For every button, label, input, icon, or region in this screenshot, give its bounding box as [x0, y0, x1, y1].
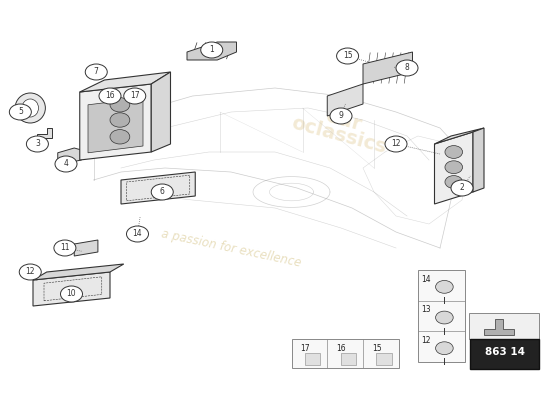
Polygon shape [187, 42, 236, 60]
Circle shape [151, 184, 173, 200]
Text: 16: 16 [105, 92, 115, 100]
Text: 16: 16 [336, 344, 346, 353]
Text: 12: 12 [391, 140, 401, 148]
Ellipse shape [22, 99, 38, 117]
Polygon shape [88, 98, 143, 153]
Circle shape [99, 88, 121, 104]
Circle shape [55, 156, 77, 172]
Polygon shape [80, 72, 170, 92]
Circle shape [436, 342, 453, 354]
Circle shape [330, 108, 352, 124]
Text: 15: 15 [372, 344, 382, 353]
Text: 17: 17 [300, 344, 310, 353]
Circle shape [54, 240, 76, 256]
Polygon shape [33, 272, 110, 306]
Circle shape [445, 176, 463, 188]
Text: 1: 1 [210, 46, 214, 54]
Circle shape [385, 136, 407, 152]
Polygon shape [33, 264, 124, 280]
Polygon shape [37, 128, 52, 138]
Text: 10: 10 [67, 290, 76, 298]
Bar [305, 353, 320, 365]
Circle shape [19, 264, 41, 280]
Bar [470, 339, 539, 369]
Text: 3: 3 [35, 140, 40, 148]
Circle shape [436, 280, 453, 293]
Text: 9: 9 [339, 112, 343, 120]
Text: a passion for excellence: a passion for excellence [160, 227, 302, 269]
Text: 6: 6 [160, 188, 164, 196]
Circle shape [110, 98, 130, 112]
Circle shape [9, 104, 31, 120]
Text: 14: 14 [133, 230, 142, 238]
Polygon shape [434, 132, 473, 204]
Polygon shape [151, 72, 170, 152]
Polygon shape [327, 84, 363, 116]
Circle shape [337, 48, 359, 64]
Bar [340, 353, 356, 365]
Text: 11: 11 [60, 244, 70, 252]
Text: 2: 2 [460, 184, 464, 192]
Polygon shape [434, 128, 484, 144]
Bar [292, 339, 399, 368]
Text: 15: 15 [343, 52, 353, 60]
Circle shape [445, 161, 463, 174]
Bar [418, 270, 465, 362]
Text: 12: 12 [421, 336, 431, 345]
Text: 5: 5 [18, 108, 23, 116]
Circle shape [436, 311, 453, 324]
Text: 7: 7 [94, 68, 98, 76]
Circle shape [110, 130, 130, 144]
Text: eur
oclassics: eur oclassics [289, 98, 393, 158]
Circle shape [110, 113, 130, 127]
Polygon shape [473, 128, 484, 192]
Polygon shape [121, 172, 195, 204]
Circle shape [201, 42, 223, 58]
Ellipse shape [15, 93, 45, 123]
Circle shape [396, 60, 418, 76]
Polygon shape [74, 240, 98, 256]
Text: 12: 12 [25, 268, 35, 276]
Polygon shape [363, 52, 412, 84]
Text: 863 14: 863 14 [485, 347, 525, 357]
Circle shape [445, 146, 463, 158]
Text: 13: 13 [421, 305, 431, 314]
Polygon shape [58, 148, 81, 165]
Circle shape [26, 136, 48, 152]
Circle shape [85, 64, 107, 80]
Text: 14: 14 [421, 274, 431, 284]
Text: 8: 8 [405, 64, 409, 72]
Circle shape [451, 180, 473, 196]
Polygon shape [80, 84, 151, 160]
Circle shape [60, 286, 82, 302]
Text: 4: 4 [64, 160, 68, 168]
Bar [469, 313, 539, 339]
Text: 17: 17 [130, 92, 140, 100]
Bar [376, 353, 392, 365]
Circle shape [124, 88, 146, 104]
Polygon shape [484, 319, 514, 335]
Circle shape [126, 226, 148, 242]
